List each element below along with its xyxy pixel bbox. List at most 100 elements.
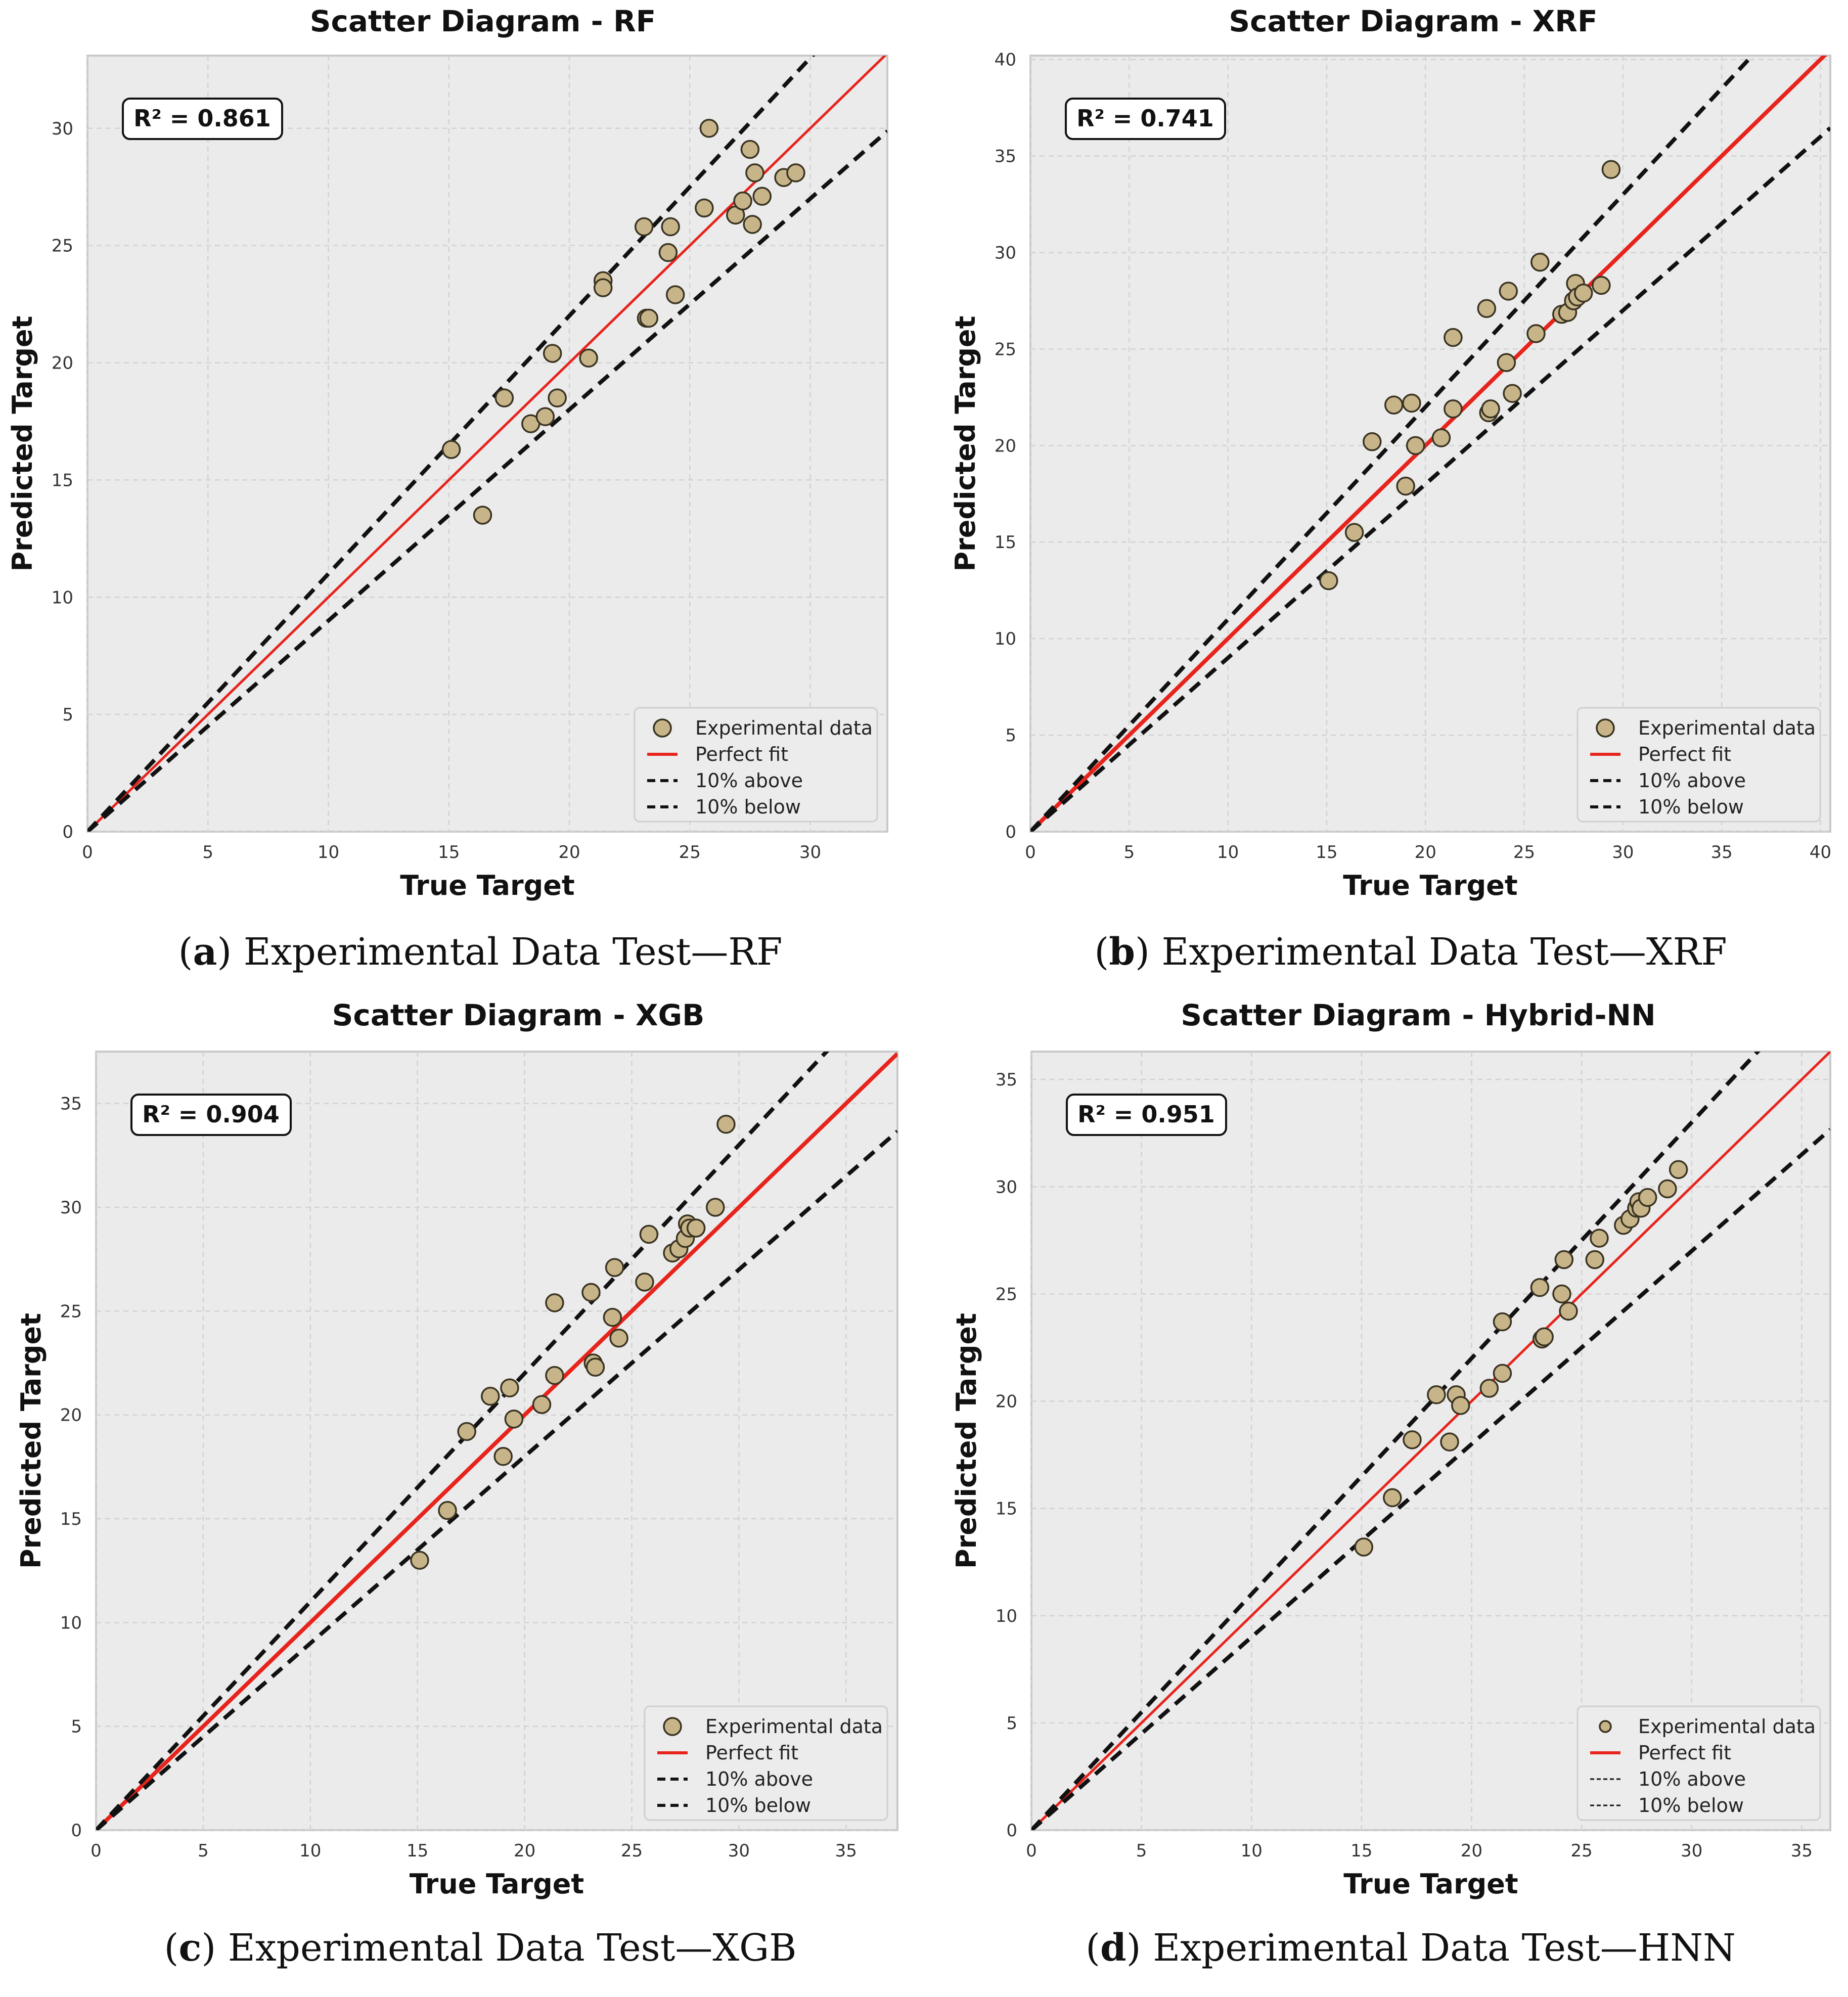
y-tick-label: 20 — [60, 1405, 82, 1426]
data-point — [545, 1366, 564, 1385]
x-tick-label: 35 — [1791, 1841, 1813, 1861]
legend-label: 10% above — [1638, 769, 1746, 792]
data-point — [706, 1198, 725, 1217]
y-tick-label: 10 — [995, 629, 1016, 649]
data-point — [1552, 1284, 1571, 1304]
data-point — [658, 243, 678, 262]
y-tick-label: 15 — [60, 1509, 82, 1529]
y-tick-label: 20 — [52, 353, 73, 374]
legend-label: Perfect fit — [1638, 743, 1731, 765]
y-tick-label: 20 — [996, 1392, 1017, 1412]
caption-d: (d) Experimental Data Test—HNN — [1086, 1926, 1736, 1970]
y-tick-label: 0 — [1005, 822, 1016, 842]
data-point — [1530, 252, 1550, 272]
y-tick-label: 10 — [52, 587, 73, 608]
data-point — [1383, 1488, 1402, 1508]
y-tick-label: 5 — [1006, 1713, 1017, 1734]
legend-box — [634, 707, 878, 823]
x-tick-label: 5 — [198, 1841, 209, 1861]
x-axis-label: True Target — [1343, 1868, 1518, 1900]
legend-marker-scatter — [663, 1717, 682, 1736]
x-tick-label: 0 — [82, 842, 93, 863]
chart-title: Scatter Diagram - XGB — [332, 998, 705, 1032]
x-tick-label: 15 — [438, 842, 460, 863]
x-tick-label: 5 — [1136, 1841, 1147, 1861]
data-point — [1402, 393, 1421, 413]
y-tick-label: 30 — [52, 119, 73, 139]
data-point — [494, 388, 514, 407]
data-point — [1354, 1537, 1373, 1557]
chart-panel-3: 0 5 10 15 20 25 30 35 0 5 10 15 20 25 30 35 Scatter Diag… — [15, 998, 898, 1900]
chart-title: Scatter Diagram - XRF — [1229, 4, 1597, 38]
legend-label: 10% above — [695, 769, 803, 792]
y-tick-label: 15 — [52, 470, 73, 490]
x-tick-label: 40 — [1810, 842, 1831, 863]
x-tick-label: 15 — [1350, 1841, 1372, 1861]
data-point — [1444, 328, 1463, 347]
x-tick-label: 20 — [558, 842, 580, 863]
data-point — [716, 1114, 736, 1134]
data-point — [579, 348, 598, 368]
perfect-fit-line — [96, 1052, 897, 1830]
x-tick-label: 5 — [1123, 842, 1135, 863]
x-axis-label: True Target — [410, 1868, 584, 1900]
x-tick-label: 10 — [299, 1841, 321, 1861]
legend-label: Experimental data — [1638, 717, 1816, 739]
x-tick-label: 20 — [514, 1841, 535, 1861]
data-point — [695, 198, 714, 218]
y-tick-label: 5 — [62, 705, 73, 725]
chart-panel-1: 0 5 10 15 20 25 30 0 5 10 15 20 25 30 Scatter Diagram … — [7, 4, 888, 901]
data-point — [1479, 1379, 1499, 1398]
perfect-fit-line — [87, 56, 887, 832]
data-point — [605, 1258, 624, 1277]
r2-box — [130, 1094, 292, 1136]
data-point — [543, 344, 562, 363]
data-point — [1477, 299, 1497, 318]
legend-label: Perfect fit — [705, 1742, 798, 1764]
legend-label: 10% above — [705, 1768, 813, 1790]
perfect-fit-line — [1031, 1052, 1830, 1830]
legend-label: Experimental data — [1638, 1715, 1816, 1738]
x-axis-label: True Target — [1343, 870, 1517, 901]
y-tick-label: 30 — [995, 243, 1016, 263]
legend-label: Perfect fit — [695, 743, 788, 765]
data-point — [1590, 1229, 1609, 1248]
x-tick-label: 20 — [1461, 1841, 1482, 1861]
data-point — [1530, 1278, 1550, 1297]
data-point — [585, 1357, 605, 1377]
data-point — [1431, 428, 1451, 447]
data-point — [481, 1386, 500, 1406]
data-point — [1493, 1364, 1512, 1383]
data-point — [635, 1273, 654, 1292]
x-tick-label: 15 — [1316, 842, 1337, 863]
data-point — [504, 1410, 524, 1429]
data-point — [639, 1224, 659, 1244]
data-point — [1592, 276, 1611, 295]
x-tick-label: 25 — [1571, 1841, 1593, 1861]
legend-label: 10% below — [695, 796, 801, 818]
data-point — [609, 1328, 628, 1348]
data-point — [752, 187, 772, 206]
legend-label: Perfect fit — [1638, 1742, 1731, 1764]
data-point — [473, 506, 492, 525]
legend-marker-scatter — [1596, 718, 1615, 738]
data-point — [1344, 523, 1364, 542]
data-point — [1451, 1396, 1470, 1415]
x-tick-label: 25 — [1513, 842, 1535, 863]
x-tick-label: 0 — [1025, 842, 1036, 863]
y-tick-label: 10 — [60, 1613, 82, 1633]
x-tick-label: 30 — [1612, 842, 1634, 863]
y-tick-label: 40 — [995, 50, 1016, 70]
x-tick-label: 0 — [1026, 1841, 1037, 1861]
data-point — [634, 217, 654, 237]
data-point — [593, 278, 613, 297]
y-tick-label: 30 — [60, 1198, 82, 1218]
data-point — [581, 1283, 601, 1302]
x-tick-label: 25 — [621, 1841, 643, 1861]
data-point — [1481, 399, 1500, 419]
r2-box — [1066, 1094, 1227, 1136]
y-tick-label: 0 — [71, 1821, 82, 1841]
legend-label: 10% above — [1638, 1768, 1746, 1790]
legend: Experimental data Perfect fit 10% above 10%… — [1576, 707, 1821, 823]
y-tick-label: 35 — [995, 147, 1016, 167]
